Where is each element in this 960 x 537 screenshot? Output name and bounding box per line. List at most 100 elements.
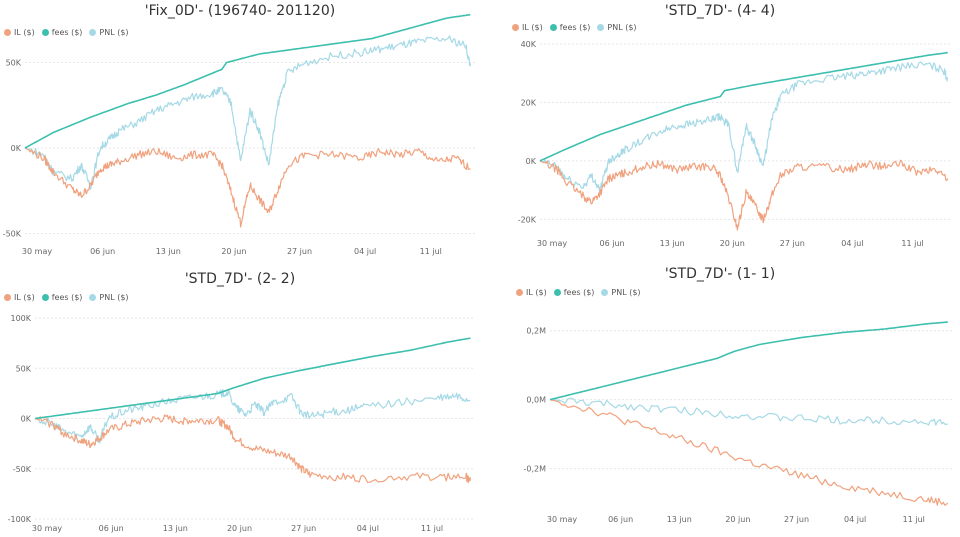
series-line-il[interactable] bbox=[34, 414, 471, 484]
series-line-pnl[interactable] bbox=[539, 61, 949, 193]
legend-label: fees ($) bbox=[559, 23, 591, 32]
x-tick-label: 13 jun bbox=[667, 515, 692, 524]
y-tick-label: 0K bbox=[11, 144, 22, 153]
il-dot-icon bbox=[512, 24, 519, 31]
legend-label: IL ($) bbox=[522, 23, 543, 32]
legend-label: PNL ($) bbox=[99, 293, 129, 302]
pnl-dot-icon bbox=[89, 29, 97, 36]
legend-entry-pnl[interactable]: PNL ($) bbox=[601, 288, 641, 297]
legend-entry-il[interactable]: IL ($) bbox=[516, 288, 547, 297]
y-tick-label: -0,2M bbox=[523, 465, 546, 474]
series-line-il[interactable] bbox=[539, 159, 949, 231]
chart-title: 'Fix_0D'- (196740- 201120) bbox=[144, 3, 336, 19]
legend-entry-il[interactable]: IL ($) bbox=[512, 23, 543, 32]
chart-panel-std-7d-1-1: 'STD_7D'- (1- 1) IL ($) fees ($) PNL ($)… bbox=[480, 266, 960, 533]
fees-dot-icon bbox=[553, 289, 561, 296]
x-tick-label: 04 jul bbox=[354, 247, 376, 256]
il-dot-icon bbox=[4, 29, 11, 36]
legend-label: IL ($) bbox=[14, 28, 35, 37]
y-tick-label: -50K bbox=[13, 465, 32, 474]
y-tick-label: 0K bbox=[526, 157, 537, 166]
x-tick-label: 27 jun bbox=[291, 524, 316, 533]
il-dot-icon bbox=[516, 289, 523, 296]
y-tick-label: 0K bbox=[21, 415, 32, 424]
x-tick-label: 13 jun bbox=[660, 239, 685, 248]
y-tick-label: 50K bbox=[6, 59, 22, 68]
legend: IL ($) fees ($) PNL ($) bbox=[512, 23, 637, 32]
legend: IL ($) fees ($) PNL ($) bbox=[4, 28, 129, 37]
x-tick-label: 30 may bbox=[22, 247, 52, 256]
legend-entry-il[interactable]: IL ($) bbox=[4, 293, 35, 302]
y-tick-label: 20K bbox=[521, 98, 537, 107]
series-line-pnl[interactable] bbox=[34, 388, 471, 444]
x-tick-label: 11 jul bbox=[903, 515, 925, 524]
x-tick-label: 11 jul bbox=[901, 239, 923, 248]
pnl-dot-icon bbox=[89, 294, 97, 301]
y-tick-label: -50K bbox=[3, 229, 22, 238]
legend-entry-pnl[interactable]: PNL ($) bbox=[597, 23, 637, 32]
x-tick-label: 13 jun bbox=[163, 524, 188, 533]
line-chart: 0,2M 0,0M -0,2M 30 may 06 jun 13 jun 20 jun 27 … bbox=[523, 321, 952, 524]
series-line-fees[interactable] bbox=[539, 51, 948, 162]
y-tick-label: -20K bbox=[518, 215, 537, 224]
x-tick-label: 06 jun bbox=[90, 247, 115, 256]
fees-dot-icon bbox=[549, 24, 557, 31]
chart-panel-std-7d-4-4: 'STD_7D'- (4- 4) IL ($) fees ($) PNL ($)… bbox=[480, 0, 960, 266]
il-dot-icon bbox=[4, 294, 11, 301]
x-tick-label: 06 jun bbox=[600, 239, 625, 248]
x-tick-label: 20 jun bbox=[725, 515, 750, 524]
legend-label: PNL ($) bbox=[607, 23, 637, 32]
legend: IL ($) fees ($) PNL ($) bbox=[4, 293, 129, 302]
x-tick-label: 27 jun bbox=[287, 247, 312, 256]
legend-entry-il[interactable]: IL ($) bbox=[4, 28, 35, 37]
chart-panel-fix-0d: 'Fix_0D'- (196740- 201120) IL ($) fees (… bbox=[0, 0, 480, 266]
x-tick-label: 20 jun bbox=[720, 239, 745, 248]
legend-entry-fees[interactable]: fees ($) bbox=[553, 288, 594, 297]
x-tick-label: 06 jun bbox=[99, 524, 124, 533]
series-line-pnl[interactable] bbox=[549, 397, 949, 426]
x-tick-label: 04 jul bbox=[841, 239, 863, 248]
x-tick-label: 20 jun bbox=[227, 524, 252, 533]
line-chart: 40K 20K 0K -20K 30 may 06 jun 13 jun 20 jun 27 j… bbox=[518, 40, 952, 248]
legend-label: IL ($) bbox=[14, 293, 35, 302]
x-tick-label: 13 jun bbox=[156, 247, 181, 256]
series-line-fees[interactable] bbox=[549, 321, 948, 401]
x-tick-label: 11 jul bbox=[420, 247, 442, 256]
fees-dot-icon bbox=[41, 29, 49, 36]
x-tick-label: 04 jul bbox=[844, 515, 866, 524]
legend-label: fees ($) bbox=[51, 28, 83, 37]
legend-label: PNL ($) bbox=[611, 288, 641, 297]
series-line-il[interactable] bbox=[549, 399, 949, 506]
legend-entry-fees[interactable]: fees ($) bbox=[41, 293, 83, 302]
pnl-dot-icon bbox=[601, 289, 609, 296]
legend-entry-pnl[interactable]: PNL ($) bbox=[89, 28, 129, 37]
y-tick-label: 0,0M bbox=[526, 396, 546, 405]
series-line-fees[interactable] bbox=[34, 337, 471, 420]
chart-title: 'STD_7D'- (4- 4) bbox=[664, 3, 776, 19]
legend-entry-fees[interactable]: fees ($) bbox=[41, 28, 83, 37]
x-tick-label: 27 jun bbox=[780, 239, 805, 248]
x-tick-label: 06 jun bbox=[608, 515, 633, 524]
legend-label: fees ($) bbox=[51, 293, 83, 302]
x-tick-label: 30 may bbox=[537, 239, 567, 248]
legend-entry-pnl[interactable]: PNL ($) bbox=[89, 293, 129, 302]
chart-panel-std-7d-2-2: 'STD_7D'- (2- 2) IL ($) fees ($) PNL ($)… bbox=[0, 266, 480, 533]
fees-dot-icon bbox=[41, 294, 49, 301]
x-tick-label: 20 jun bbox=[221, 247, 246, 256]
y-tick-label: -100K bbox=[8, 515, 32, 524]
series-line-pnl[interactable] bbox=[24, 35, 471, 190]
x-tick-label: 11 jul bbox=[421, 524, 443, 533]
series-line-fees[interactable] bbox=[24, 13, 471, 149]
legend-label: IL ($) bbox=[526, 288, 547, 297]
legend-entry-fees[interactable]: fees ($) bbox=[549, 23, 591, 32]
pnl-dot-icon bbox=[597, 24, 605, 31]
chart-title: 'STD_7D'- (1- 1) bbox=[664, 266, 776, 282]
x-tick-label: 04 jul bbox=[357, 524, 379, 533]
y-tick-label: 40K bbox=[521, 40, 537, 49]
y-tick-label: 0,2M bbox=[526, 327, 546, 336]
x-tick-label: 30 may bbox=[547, 515, 577, 524]
x-tick-label: 30 may bbox=[32, 524, 62, 533]
series-line-il[interactable] bbox=[24, 147, 471, 228]
